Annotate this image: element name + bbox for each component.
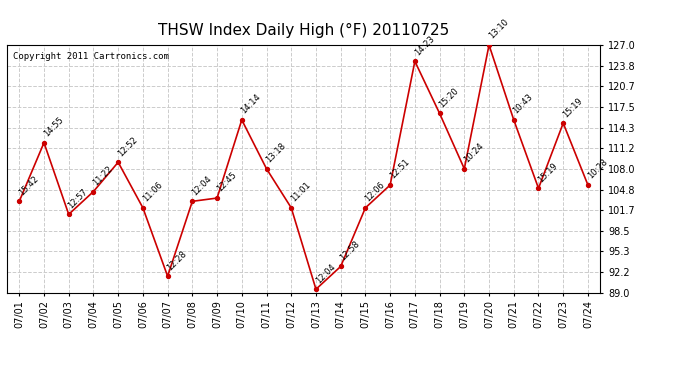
Text: 10:43: 10:43	[511, 93, 535, 116]
Text: 12:52: 12:52	[116, 135, 139, 158]
Point	[509, 117, 520, 123]
Point	[459, 166, 470, 172]
Point	[310, 286, 322, 292]
Text: 12:28: 12:28	[166, 249, 188, 272]
Text: 14:23: 14:23	[413, 34, 436, 57]
Point	[187, 198, 198, 204]
Point	[360, 205, 371, 211]
Point	[384, 182, 395, 188]
Text: 11:06: 11:06	[141, 180, 164, 204]
Text: 13:18: 13:18	[264, 141, 288, 165]
Text: 13:10: 13:10	[487, 18, 510, 41]
Text: 12:04: 12:04	[314, 262, 337, 285]
Text: 15:19: 15:19	[536, 161, 560, 184]
Point	[63, 211, 75, 217]
Point	[137, 205, 148, 211]
Point	[582, 182, 593, 188]
Point	[533, 185, 544, 191]
Text: THSW Index Daily High (°F) 20110725: THSW Index Daily High (°F) 20110725	[158, 22, 449, 38]
Text: 15:42: 15:42	[17, 174, 40, 197]
Point	[484, 42, 495, 48]
Point	[335, 264, 346, 270]
Point	[88, 189, 99, 195]
Point	[261, 166, 272, 172]
Text: 12:06: 12:06	[363, 180, 386, 204]
Text: 12:57: 12:57	[66, 187, 90, 210]
Point	[162, 273, 173, 279]
Text: 12:58: 12:58	[339, 239, 362, 262]
Point	[14, 198, 25, 204]
Text: 12:45: 12:45	[215, 171, 238, 194]
Point	[236, 117, 247, 123]
Text: 10:28: 10:28	[586, 158, 609, 181]
Point	[112, 159, 124, 165]
Point	[558, 120, 569, 126]
Text: 14:55: 14:55	[42, 116, 65, 138]
Point	[39, 140, 50, 146]
Text: 15:20: 15:20	[437, 86, 460, 109]
Point	[286, 205, 297, 211]
Text: 11:01: 11:01	[289, 180, 312, 204]
Point	[409, 58, 420, 64]
Text: 15:19: 15:19	[561, 96, 584, 119]
Point	[434, 110, 445, 116]
Text: 10:24: 10:24	[462, 141, 485, 165]
Text: 12:51: 12:51	[388, 158, 411, 181]
Text: 14:14: 14:14	[239, 93, 263, 116]
Text: Copyright 2011 Cartronics.com: Copyright 2011 Cartronics.com	[13, 53, 169, 62]
Text: 11:22: 11:22	[91, 164, 115, 188]
Point	[212, 195, 223, 201]
Text: 12:04: 12:04	[190, 174, 213, 197]
